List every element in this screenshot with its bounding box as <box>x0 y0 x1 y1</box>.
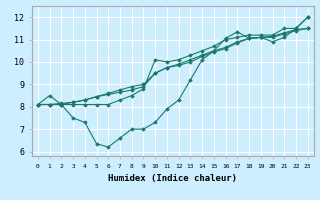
X-axis label: Humidex (Indice chaleur): Humidex (Indice chaleur) <box>108 174 237 183</box>
